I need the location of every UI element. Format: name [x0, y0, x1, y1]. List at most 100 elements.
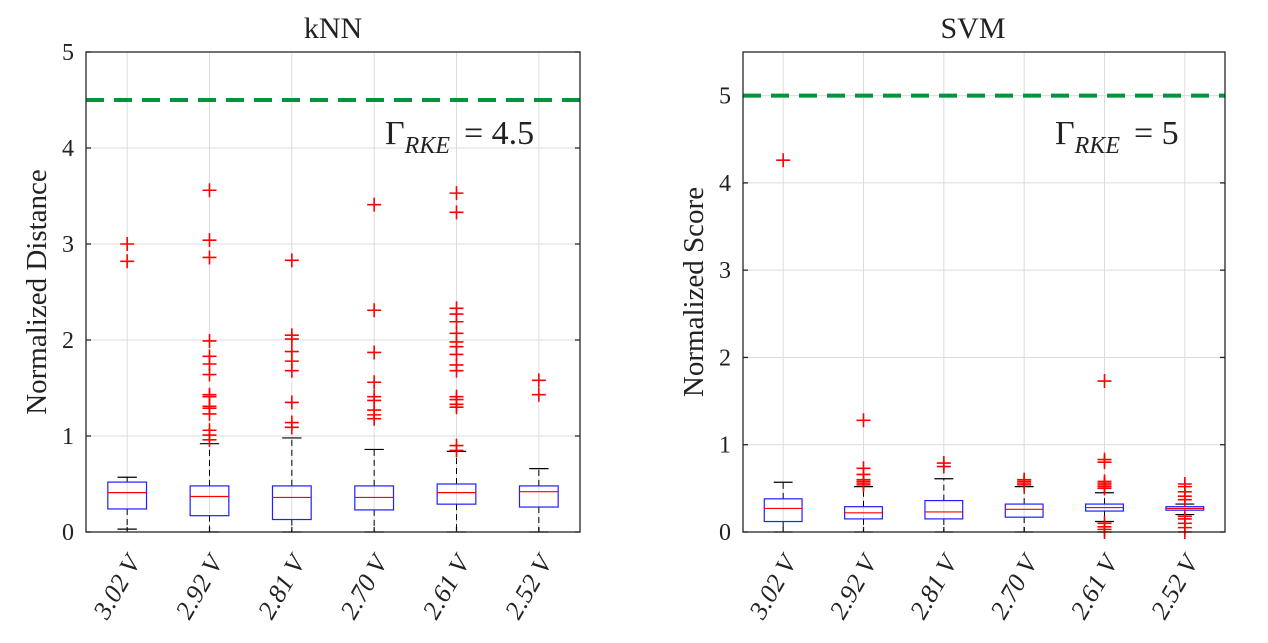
knn-outlier-3-6 [367, 345, 382, 360]
knn-y-axis-label: Normalized Distance [21, 169, 53, 415]
knn-outlier-1-10 [202, 349, 217, 364]
knn-xtick-label-5: 2.52 V [499, 548, 560, 624]
svm-outlier-3-3 [1017, 472, 1032, 487]
svm-panel: SVM Normalized Score 0 1 2 3 4 5 3.02 V 2.92 V… [678, 12, 1226, 625]
knn-outlier-4-16 [449, 186, 464, 201]
svm-outlier-4-10 [1097, 452, 1112, 467]
svm-box-2 [924, 499, 964, 520]
knn-outlier-1-12 [202, 250, 217, 265]
svm-xtick-label-5: 2.52 V [1145, 548, 1206, 624]
svm-outlier-4-8 [1097, 474, 1112, 489]
knn-outlier-2-7 [284, 328, 299, 343]
svm-ytick-label-5: 5 [719, 84, 731, 110]
svm-xtick-label-0: 3.02 V [743, 548, 804, 625]
knn-outlier-2-8 [284, 253, 299, 268]
knn-outlier-5-1 [531, 373, 546, 388]
knn-box-1 [189, 485, 230, 517]
knn-outlier-1-2 [202, 423, 217, 438]
knn-xtick-label-3: 2.70 V [334, 548, 395, 624]
svm-box-0 [763, 498, 803, 523]
knn-ytick-label-4: 4 [62, 136, 74, 162]
knn-panel: kNN Normalized Distance 0 1 2 3 4 5 3.02 V 2.9… [21, 12, 581, 625]
knn-xtick-label-0: 3.02 V [87, 548, 148, 625]
svm-outlier-1-6 [856, 413, 871, 428]
knn-box-0 [107, 481, 148, 510]
svm-boxes [763, 153, 1205, 539]
knn-box-group-0 [107, 237, 148, 530]
knn-xtick-label-2: 2.81 V [252, 548, 313, 624]
knn-outlier-2-1 [284, 415, 299, 430]
knn-title: kNN [304, 12, 362, 45]
svm-x-ticks: 3.02 V 2.92 V 2.81 V 2.70 V 2.61 V 2.52 V [743, 527, 1206, 625]
knn-outlier-0-0 [120, 254, 135, 269]
knn-outlier-3-5 [367, 375, 382, 390]
knn-outlier-3-7 [367, 303, 382, 318]
svm-box-group-5 [1165, 477, 1205, 539]
knn-outlier-2-2 [284, 395, 299, 410]
knn-ytick-label-3: 3 [62, 232, 74, 258]
svm-ytick-label-2: 2 [719, 345, 731, 371]
svm-threshold-annotation: ΓRKE = 5 [1055, 115, 1179, 159]
knn-ytick-label-2: 2 [62, 328, 74, 354]
knn-outlier-0-1 [120, 237, 135, 251]
knn-box-5 [518, 485, 559, 508]
knn-threshold-symbol: Γ [385, 115, 405, 152]
svm-box-group-4 [1085, 374, 1124, 539]
knn-threshold-annotation: ΓRKE = 4.5 [385, 115, 534, 159]
svm-xtick-label-2: 2.81 V [904, 548, 965, 624]
knn-x-ticks: 3.02 V 2.92 V 2.81 V 2.70 V 2.61 V 2.52 V [87, 527, 560, 625]
svm-box-3 [1004, 503, 1044, 518]
knn-outlier-3-4 [367, 389, 382, 404]
knn-boxes [107, 183, 559, 533]
knn-plot-frame [85, 51, 581, 533]
svm-y-ticks: 0 1 2 3 4 5 [719, 84, 1225, 546]
knn-xtick-label-1: 2.92 V [170, 548, 231, 624]
knn-outlier-1-13 [202, 233, 217, 248]
knn-outlier-1-11 [202, 333, 217, 348]
knn-xtick-label-4: 2.61 V [417, 548, 478, 624]
knn-box-2 [271, 485, 312, 521]
svm-plot-frame [742, 51, 1226, 533]
svm-y-axis-label: Normalized Score [678, 187, 710, 397]
knn-outlier-4-14 [449, 301, 464, 316]
svm-xtick-label-1: 2.92 V [824, 548, 885, 624]
svm-ytick-label-1: 1 [719, 433, 731, 459]
knn-threshold-subscript: RKE [404, 133, 451, 159]
svm-outlier-4-11 [1097, 374, 1112, 389]
svm-outlier-5-4 [1177, 509, 1192, 524]
svm-outlier-0-0 [776, 153, 791, 168]
knn-ytick-label-0: 0 [62, 520, 74, 546]
svm-outlier-1-5 [856, 461, 871, 476]
knn-box-group-2 [271, 253, 312, 533]
svm-xtick-label-3: 2.70 V [984, 548, 1045, 624]
svm-gridlines [743, 52, 1225, 533]
knn-threshold-value: = 4.5 [464, 115, 534, 152]
svm-threshold-subscript: RKE [1074, 133, 1121, 159]
knn-ytick-label-1: 1 [62, 424, 74, 450]
svm-xtick-label-4: 2.61 V [1065, 548, 1126, 624]
svm-threshold-symbol: Γ [1055, 115, 1075, 152]
svm-outlier-5-9 [1177, 477, 1192, 491]
knn-box-group-3 [354, 197, 395, 533]
knn-outlier-1-14 [202, 183, 217, 198]
svm-ytick-label-0: 0 [719, 520, 731, 546]
knn-outlier-5-0 [531, 387, 546, 402]
knn-box-group-4 [436, 186, 477, 533]
knn-box-group-1 [189, 183, 230, 533]
knn-outlier-4-15 [449, 205, 464, 220]
knn-box-4 [436, 483, 477, 505]
knn-outlier-2-5 [284, 344, 299, 359]
svm-ytick-label-4: 4 [719, 171, 731, 197]
knn-outlier-4-1 [449, 438, 464, 453]
svm-outlier-2-1 [936, 456, 951, 471]
knn-ytick-label-5: 5 [62, 40, 74, 66]
knn-outlier-4-5 [449, 389, 464, 404]
svm-box-group-3 [1004, 472, 1044, 533]
svm-outlier-4-3 [1097, 516, 1112, 531]
svm-title: SVM [940, 12, 1005, 45]
svm-threshold-value: = 5 [1134, 115, 1179, 152]
knn-outlier-1-7 [202, 387, 217, 402]
knn-outlier-3-8 [367, 197, 382, 212]
